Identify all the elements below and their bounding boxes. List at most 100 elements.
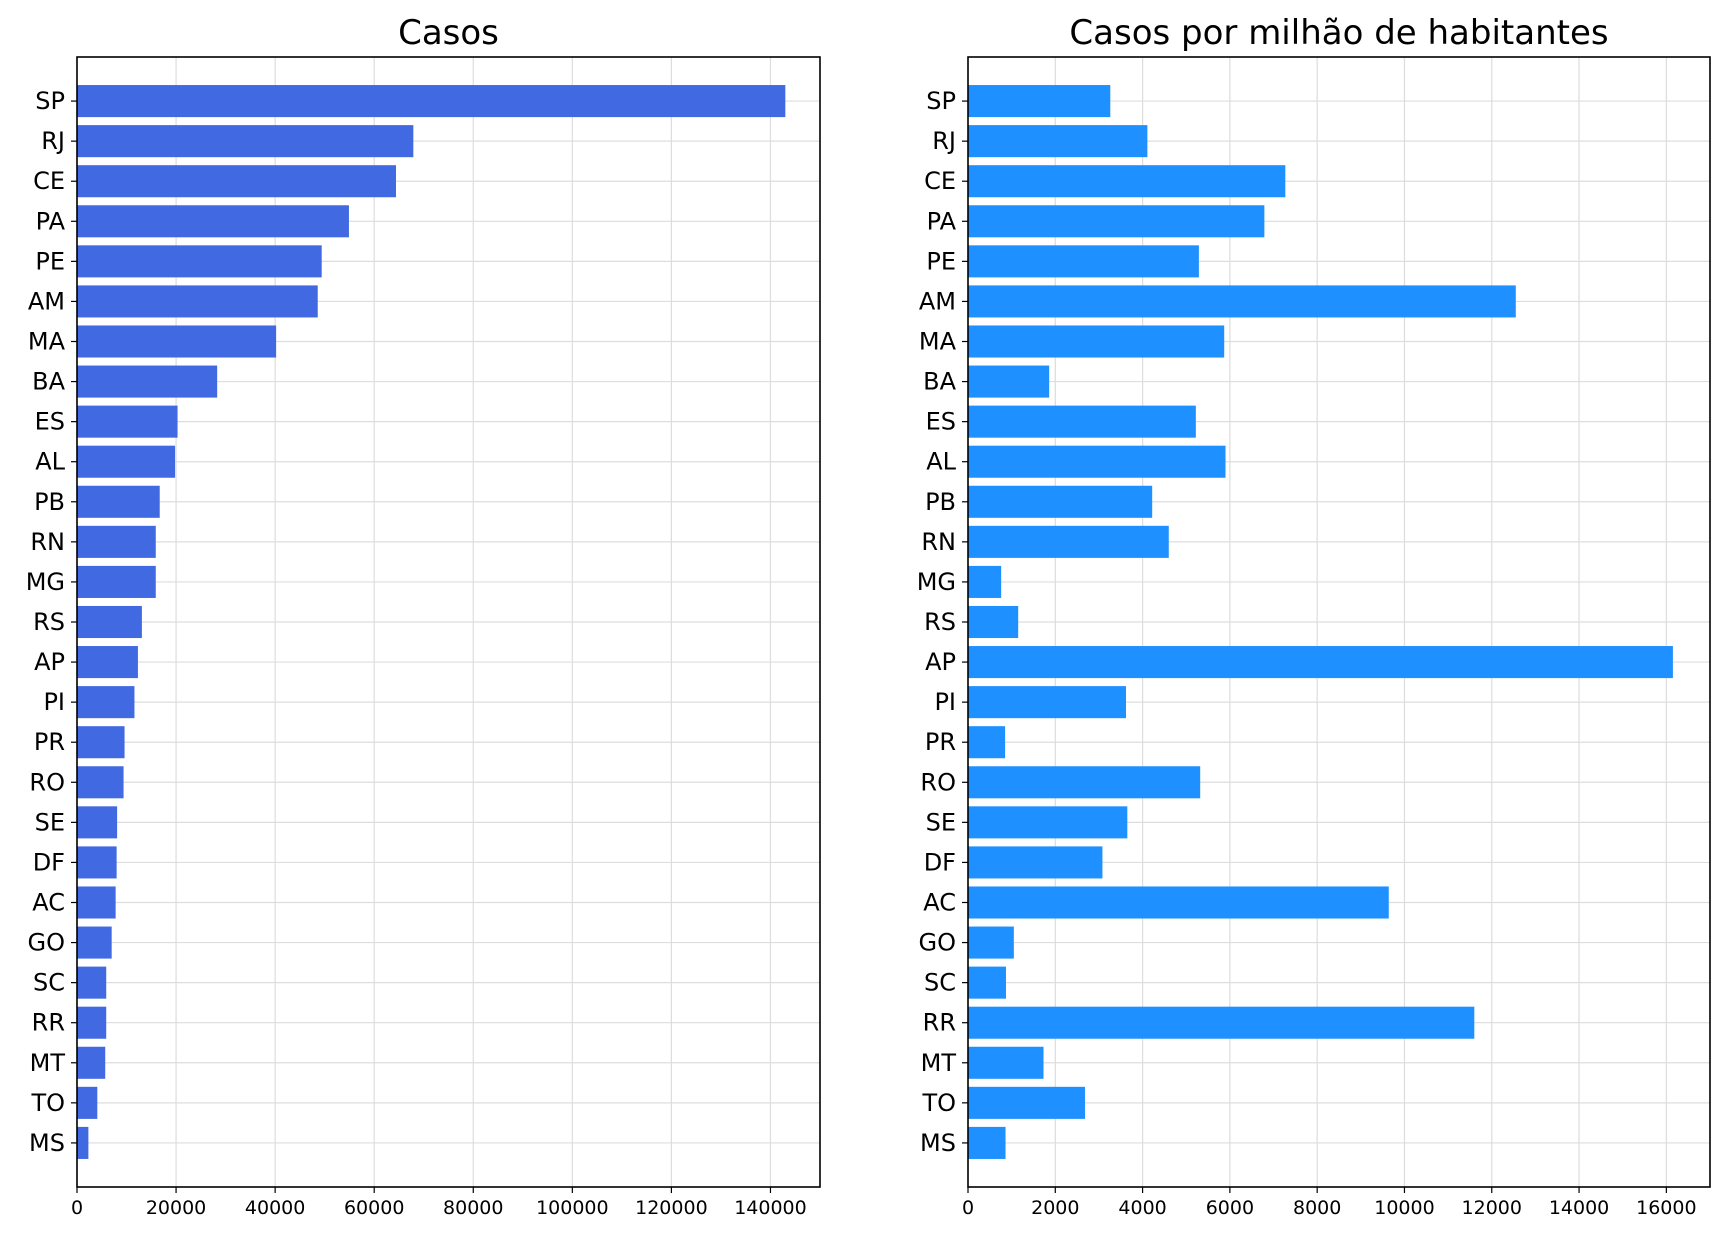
bar-al bbox=[77, 445, 176, 478]
y-tick-label: PI bbox=[934, 688, 956, 716]
y-tick-label: SP bbox=[926, 87, 956, 115]
y-tick-label: SE bbox=[35, 808, 65, 836]
bar-am bbox=[77, 285, 318, 318]
bar-mg bbox=[77, 565, 156, 598]
bar-pi bbox=[77, 686, 135, 719]
bar-mg bbox=[968, 565, 1002, 598]
bar-ro bbox=[968, 766, 1201, 799]
bar-rj bbox=[77, 125, 414, 158]
bar-rn bbox=[77, 525, 156, 558]
y-tick-label: SC bbox=[33, 969, 65, 997]
bar-mt bbox=[77, 1046, 106, 1079]
y-tick-label: CE bbox=[924, 167, 956, 195]
bar-mt bbox=[968, 1046, 1044, 1079]
y-tick-label: ES bbox=[35, 408, 65, 436]
y-tick-label: GO bbox=[28, 929, 66, 957]
bar-to bbox=[968, 1086, 1085, 1119]
y-tick-label: PE bbox=[35, 247, 65, 275]
bar-pe bbox=[968, 245, 1199, 278]
y-tick-label: PA bbox=[927, 207, 957, 235]
x-tick-label: 16000 bbox=[1636, 1197, 1696, 1219]
bar-ce bbox=[968, 165, 1286, 198]
bar-ma bbox=[77, 325, 277, 358]
y-tick-label: AL bbox=[35, 448, 65, 476]
x-tick-label: 14000 bbox=[1549, 1197, 1609, 1219]
bar-df bbox=[968, 846, 1103, 879]
bar-se bbox=[968, 806, 1128, 839]
bar-ac bbox=[77, 886, 116, 919]
x-tick-label: 6000 bbox=[1206, 1197, 1254, 1219]
bar-ms bbox=[77, 1126, 89, 1159]
x-tick-label: 0 bbox=[962, 1197, 974, 1219]
bar-sp bbox=[77, 85, 786, 118]
y-tick-label: SC bbox=[924, 969, 956, 997]
x-tick-label: 8000 bbox=[1293, 1197, 1341, 1219]
y-tick-label: TO bbox=[921, 1089, 956, 1117]
y-tick-label: DF bbox=[33, 848, 65, 876]
y-tick-label: AM bbox=[28, 287, 65, 315]
y-tick-label: RJ bbox=[932, 127, 956, 155]
bar-ms bbox=[968, 1126, 1006, 1159]
y-tick-label: CE bbox=[33, 167, 65, 195]
x-tick-label: 0 bbox=[71, 1197, 83, 1219]
y-tick-label: MA bbox=[919, 328, 957, 356]
y-tick-label: SP bbox=[35, 87, 65, 115]
y-tick-label: AP bbox=[925, 648, 956, 676]
y-tick-label: PE bbox=[926, 247, 956, 275]
bar-pa bbox=[968, 205, 1265, 238]
y-tick-label: TO bbox=[30, 1089, 65, 1117]
y-tick-label: PR bbox=[925, 728, 956, 756]
bar-ma bbox=[968, 325, 1225, 358]
y-tick-label: AM bbox=[919, 287, 956, 315]
y-tick-label: RJ bbox=[41, 127, 65, 155]
y-tick-label: AP bbox=[34, 648, 65, 676]
y-tick-label: MG bbox=[917, 568, 956, 596]
bar-pi bbox=[968, 686, 1127, 719]
bar-df bbox=[77, 846, 117, 879]
bar-al bbox=[968, 445, 1226, 478]
y-tick-label: RO bbox=[29, 768, 65, 796]
y-tick-label: PR bbox=[34, 728, 65, 756]
y-tick-label: RS bbox=[924, 608, 956, 636]
y-tick-label: MT bbox=[921, 1049, 957, 1077]
bar-rs bbox=[77, 605, 142, 639]
bar-pr bbox=[77, 726, 125, 759]
bar-es bbox=[968, 405, 1196, 438]
bar-to bbox=[77, 1086, 98, 1119]
bar-ac bbox=[968, 886, 1389, 919]
chart-title: Casos bbox=[398, 13, 499, 53]
y-tick-label: PI bbox=[43, 688, 65, 716]
y-tick-label: RN bbox=[921, 528, 956, 556]
x-tick-label: 40000 bbox=[245, 1197, 305, 1219]
x-tick-label: 2000 bbox=[1031, 1197, 1079, 1219]
bar-ap bbox=[968, 646, 1673, 679]
bar-se bbox=[77, 806, 118, 839]
x-tick-label: 80000 bbox=[443, 1197, 503, 1219]
bar-rr bbox=[968, 1006, 1475, 1039]
bar-pb bbox=[77, 485, 160, 518]
y-tick-label: MA bbox=[28, 328, 66, 356]
bar-go bbox=[77, 926, 112, 959]
bar-ba bbox=[77, 365, 218, 398]
cases-panel: SP RJ CE PA PE AM MA BA ES AL PB RN MG RS AP PI PR RO SE DF… bbox=[26, 13, 821, 1219]
y-tick-label: RN bbox=[30, 528, 65, 556]
bar-sc bbox=[968, 966, 1006, 999]
bar-rr bbox=[77, 1006, 107, 1039]
y-tick-label: ES bbox=[926, 408, 956, 436]
x-tick-label: 140000 bbox=[734, 1197, 807, 1219]
y-tick-label: GO bbox=[919, 929, 957, 957]
y-tick-label: RR bbox=[32, 1009, 65, 1037]
bar-sc bbox=[77, 966, 107, 999]
bar-rj bbox=[968, 125, 1148, 158]
bar-ap bbox=[77, 646, 138, 679]
bar-pr bbox=[968, 726, 1006, 759]
y-tick-label: RS bbox=[33, 608, 65, 636]
bar-ba bbox=[968, 365, 1050, 398]
bar-pe bbox=[77, 245, 322, 278]
bar-sp bbox=[968, 85, 1111, 118]
x-tick-label: 12000 bbox=[1462, 1197, 1522, 1219]
x-tick-label: 100000 bbox=[536, 1197, 609, 1219]
y-tick-label: AC bbox=[32, 888, 65, 916]
x-tick-label: 20000 bbox=[146, 1197, 206, 1219]
y-tick-label: AL bbox=[926, 448, 956, 476]
